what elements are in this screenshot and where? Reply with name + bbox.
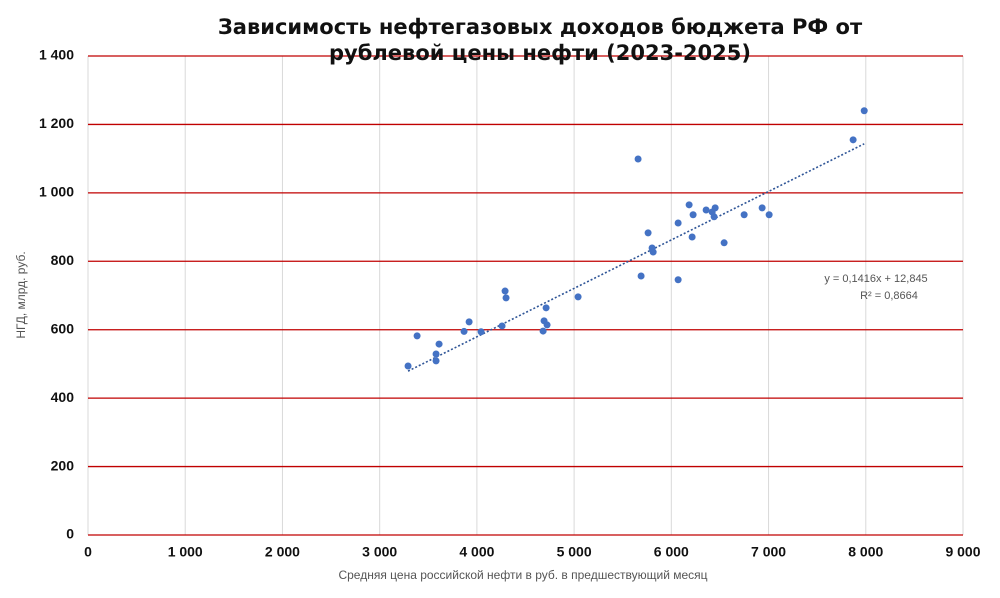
y-tick-label: 1 200	[39, 115, 74, 131]
point	[849, 136, 857, 144]
point	[685, 201, 693, 209]
point	[710, 213, 718, 221]
point	[574, 293, 582, 301]
point	[460, 327, 468, 335]
point	[711, 204, 719, 212]
x-tick-label: 1 000	[168, 544, 203, 560]
point	[539, 327, 547, 335]
y-tick-label: 1 000	[39, 184, 74, 200]
trend-equation: y = 0,1416x + 12,845	[824, 273, 927, 285]
y-tick-label: 600	[51, 320, 75, 336]
point	[860, 107, 868, 115]
chart-title: Зависимость нефтегазовых доходов бюджета…	[217, 15, 863, 65]
x-tick-label: 4 000	[459, 544, 494, 560]
point	[413, 332, 421, 340]
point	[432, 357, 440, 365]
x-tick-label: 0	[84, 544, 92, 560]
point	[435, 340, 443, 348]
point	[634, 155, 642, 163]
point	[498, 322, 506, 330]
x-tick-label: 2 000	[265, 544, 300, 560]
point	[542, 304, 550, 312]
point	[432, 350, 440, 358]
y-tick-label: 0	[66, 526, 74, 542]
point	[644, 229, 652, 237]
y-tick-label: 400	[51, 389, 75, 405]
x-tick-label: 5 000	[557, 544, 592, 560]
point	[501, 287, 509, 295]
x-tick-label: 6 000	[654, 544, 689, 560]
point	[689, 211, 697, 219]
point	[502, 294, 510, 302]
point	[477, 328, 485, 336]
y-tick-label: 1 400	[39, 47, 74, 63]
point	[404, 362, 412, 370]
point	[649, 248, 657, 256]
y-axis-label: НГД, млрд. руб.	[14, 251, 28, 338]
point	[674, 276, 682, 284]
point	[740, 211, 748, 219]
point	[765, 211, 773, 219]
point	[688, 233, 696, 241]
point	[543, 321, 551, 329]
x-tick-label: 3 000	[362, 544, 397, 560]
point	[674, 219, 682, 227]
y-tick-label: 200	[51, 457, 75, 473]
x-tick-label: 7 000	[751, 544, 786, 560]
trend-r2: R² = 0,8664	[860, 290, 918, 302]
x-tick-label: 9 000	[945, 544, 980, 560]
point	[702, 206, 710, 214]
point	[720, 239, 728, 247]
point	[637, 272, 645, 280]
y-tick-label: 800	[51, 252, 75, 268]
point	[465, 318, 473, 326]
point	[758, 204, 766, 212]
x-tick-label: 8 000	[848, 544, 883, 560]
x-axis-label: Средняя цена российской нефти в руб. в п…	[338, 568, 707, 582]
